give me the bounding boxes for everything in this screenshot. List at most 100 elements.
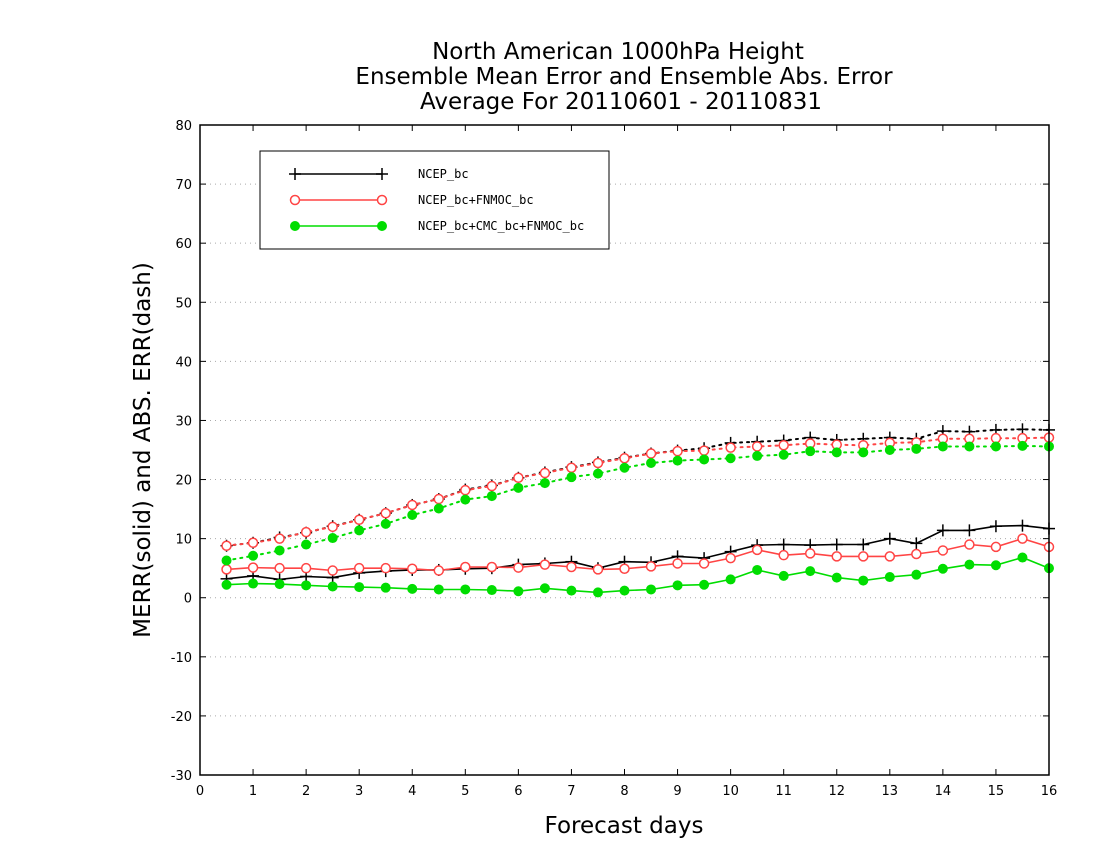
x-tick-label: 6 bbox=[514, 784, 522, 799]
data-point-merr bbox=[937, 563, 948, 574]
data-point-abs-err bbox=[354, 525, 365, 536]
gridlines bbox=[200, 183, 1049, 717]
data-point-abs-err bbox=[380, 507, 391, 519]
data-point-abs-err bbox=[725, 442, 736, 453]
data-point-merr bbox=[831, 572, 842, 583]
data-point-abs-err bbox=[327, 521, 338, 533]
x-tick-label: 15 bbox=[988, 784, 1005, 799]
data-point-merr bbox=[964, 559, 975, 570]
series-line-merr-1 bbox=[225, 537, 1050, 572]
data-point-merr bbox=[592, 564, 604, 575]
y-tick-label: -30 bbox=[171, 769, 192, 784]
data-point-merr bbox=[804, 548, 816, 559]
data-point-abs-err bbox=[698, 445, 710, 456]
data-point-merr bbox=[513, 562, 524, 573]
x-tick-label: 8 bbox=[620, 784, 628, 799]
series-line-abs-err-0 bbox=[225, 428, 1050, 547]
data-point-merr bbox=[327, 581, 338, 592]
data-point-merr bbox=[300, 562, 312, 574]
data-point-merr bbox=[486, 585, 497, 596]
y-axis-label: MERR(solid) and ABS. ERR(dash) bbox=[130, 262, 156, 638]
data-point-abs-err bbox=[805, 446, 816, 457]
data-point-abs-err bbox=[646, 458, 657, 468]
title-line-3: Average For 20110601 - 20110831 bbox=[420, 89, 822, 115]
data-point-merr bbox=[619, 563, 630, 575]
y-tick-label: 50 bbox=[175, 296, 192, 311]
data-point-merr bbox=[566, 561, 577, 573]
data-point-merr bbox=[884, 572, 895, 583]
data-point-abs-err bbox=[672, 445, 683, 457]
title-line-2: Ensemble Mean Error and Ensemble Abs. Er… bbox=[355, 64, 893, 90]
data-point-merr bbox=[354, 582, 365, 593]
data-point-abs-err bbox=[725, 453, 736, 464]
data-point-merr bbox=[486, 561, 498, 573]
data-point-merr bbox=[592, 587, 603, 598]
data-point-merr bbox=[963, 524, 976, 537]
legend: NCEP_bc NCEP_bc+FNMOC_bc NCEP_bc+CMC_bc+FN… bbox=[259, 150, 610, 250]
data-point-abs-err bbox=[433, 503, 444, 514]
data-point-merr bbox=[672, 580, 683, 591]
data-point-abs-err bbox=[566, 472, 577, 483]
x-tick-label: 14 bbox=[935, 784, 952, 799]
y-tick-label: 30 bbox=[175, 414, 192, 429]
data-point-merr bbox=[858, 575, 869, 586]
data-point-abs-err bbox=[460, 484, 471, 496]
x-axis-label: Forecast days bbox=[545, 813, 704, 839]
data-point-abs-err bbox=[513, 472, 524, 484]
data-point-abs-err bbox=[990, 432, 1002, 444]
data-point-abs-err bbox=[248, 550, 259, 561]
x-tick-label: 12 bbox=[828, 784, 845, 799]
legend-label-1: NCEP_bc+FNMOC_bc bbox=[418, 193, 534, 207]
data-point-abs-err bbox=[433, 493, 445, 505]
data-point-merr bbox=[566, 585, 577, 596]
data-point-abs-err bbox=[645, 448, 657, 459]
data-point-abs-err bbox=[221, 555, 232, 566]
data-point-abs-err bbox=[778, 449, 789, 460]
data-point-merr bbox=[539, 559, 551, 570]
data-point-merr bbox=[380, 562, 391, 574]
legend-label-0: NCEP_bc bbox=[418, 167, 469, 181]
data-point-merr bbox=[407, 583, 418, 594]
y-tick-label: -20 bbox=[171, 710, 192, 725]
data-point-abs-err bbox=[327, 533, 338, 544]
data-point-abs-err bbox=[831, 447, 842, 458]
data-point-merr bbox=[221, 564, 232, 575]
data-point-merr bbox=[725, 552, 736, 564]
data-point-abs-err bbox=[619, 462, 630, 473]
data-point-abs-err bbox=[858, 447, 869, 458]
data-point-merr bbox=[831, 551, 842, 562]
data-point-abs-err bbox=[460, 494, 471, 505]
data-point-merr bbox=[353, 562, 365, 574]
data-point-merr bbox=[301, 580, 312, 591]
data-point-abs-err bbox=[513, 482, 524, 493]
data-point-merr bbox=[830, 538, 843, 551]
data-point-abs-err bbox=[274, 545, 285, 556]
legend-marker-end bbox=[376, 168, 388, 180]
y-tick-label: 80 bbox=[175, 119, 192, 134]
title-line-1: North American 1000hPa Height bbox=[432, 39, 804, 65]
data-point-merr bbox=[990, 560, 1001, 571]
y-tick-label: 0 bbox=[184, 592, 192, 607]
data-point-abs-err bbox=[1017, 440, 1028, 451]
data-point-abs-err bbox=[221, 540, 232, 551]
data-point-merr bbox=[699, 579, 710, 590]
data-point-merr bbox=[247, 562, 259, 573]
x-tick-label: 1 bbox=[249, 784, 257, 799]
data-point-abs-err bbox=[592, 468, 603, 479]
data-point-abs-err bbox=[778, 440, 789, 451]
data-point-merr bbox=[778, 549, 789, 561]
y-tick-label: 70 bbox=[175, 178, 192, 193]
data-point-merr bbox=[433, 584, 444, 595]
data-point-abs-err bbox=[274, 533, 285, 544]
data-point-abs-err bbox=[353, 514, 365, 525]
data-point-merr bbox=[910, 537, 923, 550]
y-tick-label: 10 bbox=[175, 533, 192, 548]
x-tick-label: 7 bbox=[567, 784, 575, 799]
data-point-merr bbox=[777, 538, 790, 551]
data-point-abs-err bbox=[672, 455, 683, 466]
data-point-abs-err bbox=[751, 441, 763, 452]
data-point-abs-err bbox=[539, 467, 551, 479]
data-point-abs-err bbox=[752, 450, 763, 461]
legend-marker-start bbox=[289, 168, 301, 180]
data-point-merr bbox=[274, 579, 285, 590]
